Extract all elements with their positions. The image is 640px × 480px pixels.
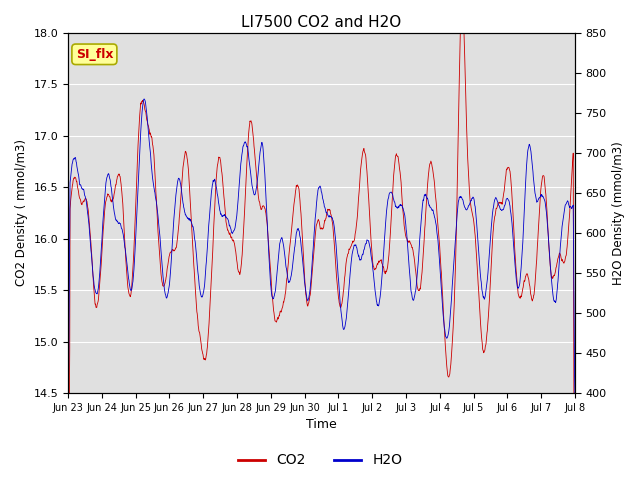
H2O bbox=[299, 261, 307, 267]
Y-axis label: CO2 Density ( mmol/m3): CO2 Density ( mmol/m3) bbox=[15, 139, 28, 287]
H2O bbox=[571, 390, 579, 396]
Y-axis label: H2O Density (mmol/m3): H2O Density (mmol/m3) bbox=[612, 141, 625, 285]
Title: LI7500 CO2 and H2O: LI7500 CO2 and H2O bbox=[241, 15, 401, 30]
Text: SI_flx: SI_flx bbox=[76, 48, 113, 61]
CO2 bbox=[571, 390, 579, 396]
H2O bbox=[290, 251, 298, 256]
Line: CO2: CO2 bbox=[68, 33, 575, 393]
H2O bbox=[104, 174, 111, 180]
H2O bbox=[280, 242, 287, 248]
H2O bbox=[353, 245, 361, 251]
Legend: CO2, H2O: CO2, H2O bbox=[232, 448, 408, 473]
X-axis label: Time: Time bbox=[306, 419, 337, 432]
CO2 bbox=[124, 284, 132, 290]
CO2 bbox=[279, 301, 287, 307]
Line: H2O: H2O bbox=[68, 99, 575, 393]
CO2 bbox=[290, 205, 298, 211]
CO2 bbox=[64, 390, 72, 396]
H2O bbox=[124, 270, 132, 276]
CO2 bbox=[104, 194, 111, 200]
CO2 bbox=[353, 222, 360, 228]
CO2 bbox=[299, 239, 307, 245]
H2O bbox=[64, 390, 72, 396]
H2O bbox=[141, 96, 148, 102]
CO2 bbox=[457, 30, 465, 36]
